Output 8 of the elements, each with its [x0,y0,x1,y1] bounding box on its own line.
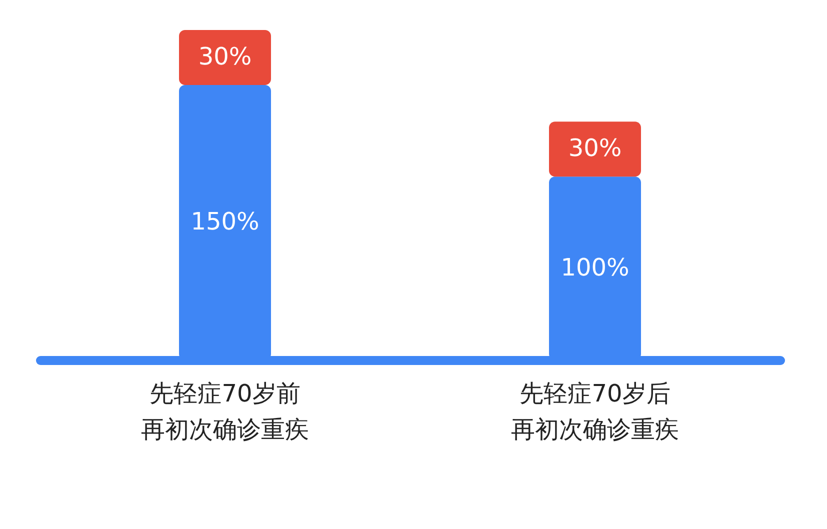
x-tick-label: 先轻症70岁前再初次确诊重疾 [141,380,309,444]
bar [179,30,271,85]
data-label: 30% [568,134,622,162]
bar [549,122,641,177]
x-tick-label: 先轻症70岁后再初次确诊重疾 [511,380,679,444]
data-label: 100% [560,253,630,282]
data-label: 150% [190,208,260,236]
data-label: 30% [198,42,252,70]
